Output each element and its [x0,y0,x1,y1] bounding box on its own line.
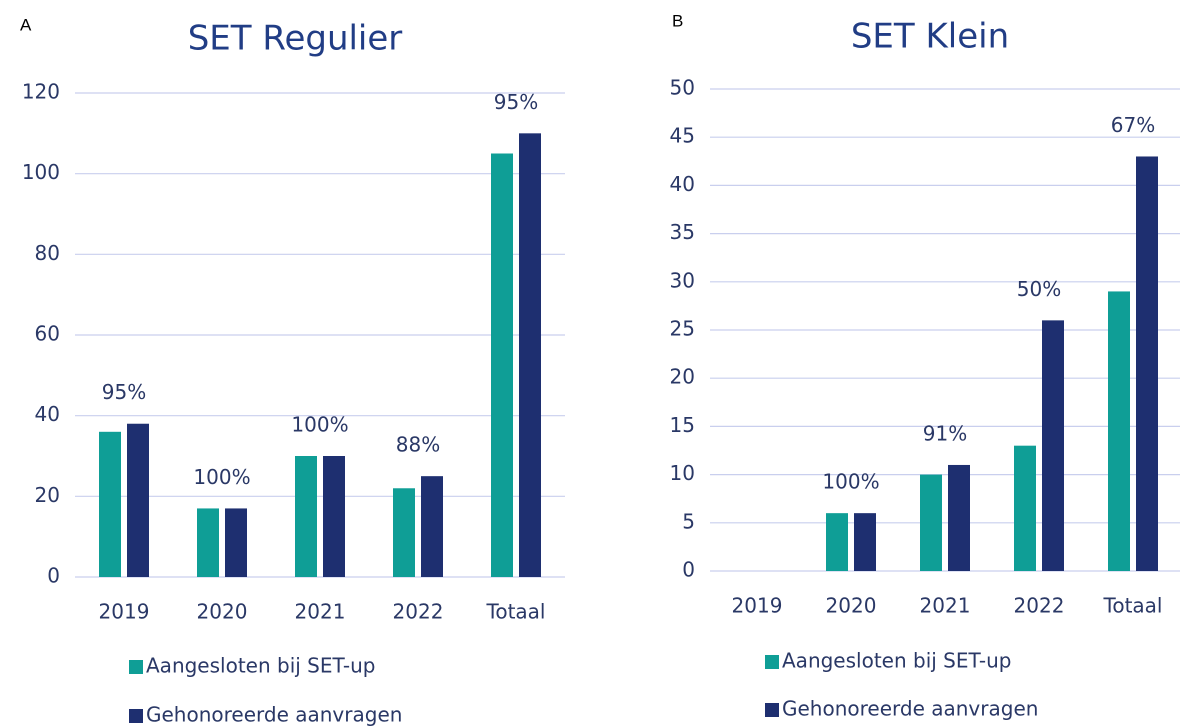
x-tick-label: Totaal [486,600,546,624]
bar [323,456,345,577]
legend-label: Gehonoreerde aanvragen [146,703,402,726]
bar-annotation: 91% [923,421,967,445]
legend-label: Gehonoreerde aanvragen [782,697,1038,721]
bar-annotation: 88% [396,433,440,457]
y-tick-label: 0 [682,558,695,582]
panel-label: A [20,15,32,34]
bar [519,133,541,578]
y-tick-label: 0 [47,564,60,588]
bar [948,464,970,571]
bar [99,431,121,577]
y-tick-label: 30 [670,268,695,292]
bar [197,508,219,577]
x-tick-label: 2020 [197,600,248,624]
bar [1136,156,1158,572]
y-tick-label: 100 [22,160,60,184]
x-tick-label: 2021 [295,600,346,624]
bar-annotation: 67% [1111,113,1155,137]
bar-annotation: 100% [291,413,348,437]
panel-label: B [672,11,683,30]
bar [1014,445,1036,571]
y-tick-label: 50 [670,76,695,100]
bar [127,423,149,577]
legend-label: Aangesloten bij SET-up [782,649,1011,673]
chart-title: SET Klein [851,17,1009,57]
bar-annotation: 95% [494,90,538,114]
bar-annotation: 100% [822,470,879,494]
x-tick-label: 2021 [920,594,971,618]
bar [1108,291,1130,571]
bar [1042,320,1064,571]
y-tick-label: 40 [670,172,695,196]
bar [295,456,317,577]
bar [491,153,513,577]
y-tick-label: 45 [670,124,695,148]
y-tick-label: 5 [682,509,695,533]
bar [393,488,415,577]
bar-annotation: 50% [1017,277,1061,301]
bar [826,513,848,571]
bar [854,513,876,571]
y-tick-label: 35 [670,220,695,244]
y-tick-label: 25 [670,317,695,341]
x-tick-label: Totaal [1103,594,1163,618]
x-tick-label: 2019 [732,594,783,618]
legend-swatch [765,703,779,717]
legend-label: Aangesloten bij SET-up [146,654,375,678]
x-tick-label: 2022 [393,600,444,624]
bar-annotation: 100% [193,465,250,489]
legend-swatch [129,660,143,674]
x-tick-label: 2022 [1014,594,1065,618]
y-tick-label: 80 [35,241,60,265]
legend-swatch [129,709,143,723]
y-tick-label: 10 [670,461,695,485]
legend-swatch [765,655,779,669]
y-tick-label: 15 [670,413,695,437]
bar [225,508,247,577]
bar [421,476,443,577]
bar-annotation: 95% [102,380,146,404]
y-tick-label: 40 [35,402,60,426]
y-tick-label: 20 [670,365,695,389]
y-tick-label: 120 [22,80,60,104]
y-tick-label: 20 [35,483,60,507]
bar [920,474,942,571]
x-tick-label: 2019 [99,600,150,624]
y-tick-label: 60 [35,322,60,346]
x-tick-label: 2020 [826,594,877,618]
chart-title: SET Regulier [188,19,403,59]
